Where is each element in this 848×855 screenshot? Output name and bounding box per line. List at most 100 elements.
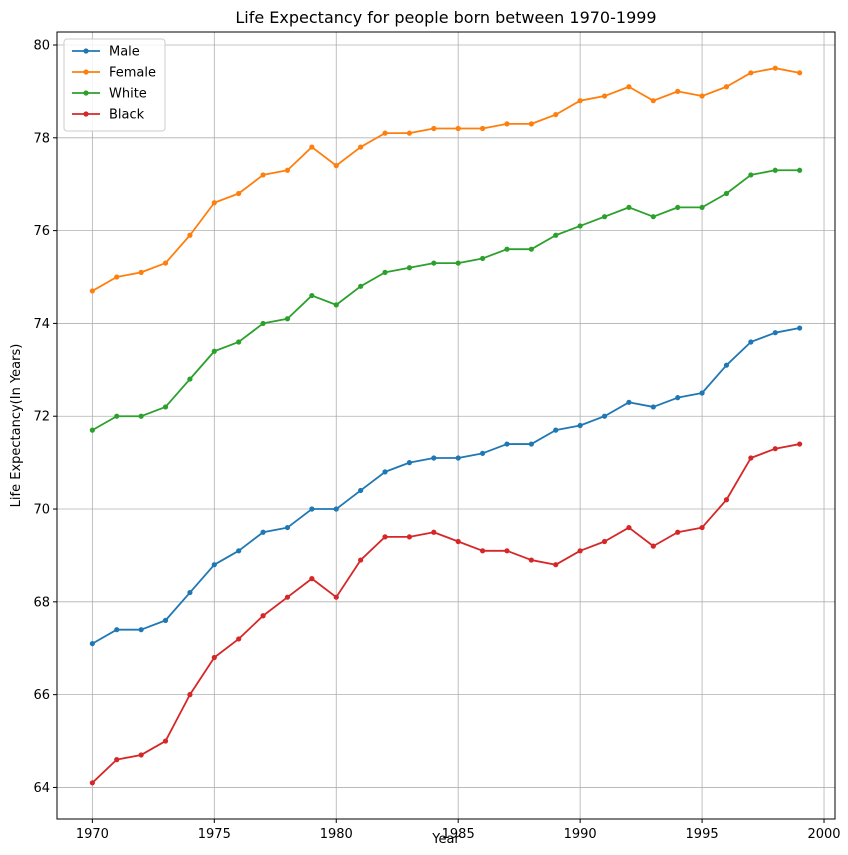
data-point-female	[699, 93, 705, 99]
y-tick-label: 74	[33, 317, 50, 332]
y-tick-label: 72	[33, 410, 50, 425]
data-point-female	[211, 200, 217, 206]
x-tick-label: 1970	[76, 827, 109, 842]
series-male	[89, 325, 803, 647]
data-point-female	[114, 274, 120, 280]
legend: Male Female White Black	[63, 38, 166, 132]
data-point-black	[699, 524, 705, 531]
x-tick-label: 1985	[442, 827, 475, 842]
data-point-male	[431, 455, 437, 461]
data-point-white	[772, 167, 778, 173]
data-point-white	[675, 204, 681, 211]
legend-item-female: Female	[72, 66, 156, 81]
data-point-black	[553, 562, 559, 568]
data-point-white	[577, 223, 583, 229]
legend-item-black: Black	[72, 108, 145, 123]
data-point-female	[626, 84, 632, 90]
data-point-white	[309, 292, 315, 299]
x-axis: 1970 1975 1980 1985 1990 1995 2000	[76, 819, 841, 842]
data-point-white	[431, 260, 437, 266]
data-point-white	[260, 320, 266, 327]
data-point-white	[382, 269, 388, 275]
series-line-male	[91, 327, 800, 645]
data-point-white	[333, 302, 339, 308]
data-point-male	[236, 548, 242, 554]
data-point-male	[772, 330, 778, 336]
data-point-female	[333, 163, 339, 169]
data-point-black	[650, 543, 656, 549]
x-axis-label: Year	[431, 832, 460, 847]
data-point-black	[772, 446, 778, 452]
data-point-black	[358, 557, 364, 563]
data-point-female	[797, 70, 803, 76]
x-tick-label: 1980	[320, 827, 353, 842]
legend-label: White	[109, 87, 147, 102]
data-point-white	[406, 265, 413, 271]
data-point-white	[528, 246, 534, 252]
legend-label: Female	[109, 66, 156, 81]
y-axis: 64 66 68 70 72 74 76 78 80	[33, 38, 57, 796]
y-tick-label: 66	[33, 688, 50, 703]
data-point-white	[626, 204, 632, 211]
data-point-black	[284, 594, 291, 600]
data-point-black	[626, 524, 632, 531]
legend-item-white: White	[72, 87, 147, 102]
legend-item-male: Male	[72, 45, 140, 60]
data-point-male	[211, 562, 217, 568]
data-point-male	[455, 455, 461, 461]
data-point-female	[528, 121, 534, 127]
data-point-white	[455, 260, 461, 266]
data-point-female	[187, 232, 193, 238]
data-point-male	[528, 441, 534, 447]
legend-marker	[83, 111, 89, 117]
legend-label: Male	[109, 45, 140, 60]
chart-title: Life Expectancy for people born between …	[235, 8, 656, 27]
data-point-female	[162, 260, 169, 266]
data-point-black	[431, 529, 437, 535]
data-point-female	[382, 130, 388, 136]
data-point-female	[553, 111, 559, 118]
data-point-male	[382, 469, 388, 475]
y-tick-label: 64	[33, 781, 50, 796]
data-point-male	[626, 399, 632, 405]
data-point-male	[723, 362, 730, 368]
data-point-male	[748, 339, 754, 345]
data-point-male	[260, 529, 266, 535]
data-point-female	[309, 144, 315, 150]
y-tick-label: 76	[33, 224, 50, 239]
data-point-male	[479, 450, 486, 456]
data-point-black	[797, 441, 803, 447]
data-point-female	[601, 93, 608, 99]
x-tick-label: 1990	[564, 827, 597, 842]
data-point-black	[89, 780, 95, 786]
data-point-white	[748, 172, 754, 178]
legend-label: Black	[109, 108, 145, 123]
data-point-female	[723, 84, 730, 90]
data-point-male	[504, 441, 510, 447]
data-point-white	[162, 404, 169, 410]
data-point-black	[504, 548, 510, 554]
series-white	[89, 167, 803, 433]
x-tick-label: 1995	[686, 827, 719, 842]
data-point-male	[187, 589, 193, 596]
series-female	[89, 65, 803, 294]
data-point-black	[577, 548, 583, 554]
data-point-female	[431, 125, 437, 132]
data-point-black	[675, 529, 681, 535]
data-point-male	[358, 487, 364, 494]
data-point-black	[333, 594, 339, 600]
data-point-male	[577, 422, 583, 429]
legend-box	[63, 38, 166, 132]
data-point-black	[138, 752, 144, 758]
data-point-female	[748, 70, 754, 76]
data-point-female	[504, 121, 510, 127]
data-point-male	[138, 627, 144, 633]
data-point-female	[577, 98, 583, 104]
data-point-female	[479, 125, 486, 132]
data-point-white	[114, 413, 120, 419]
data-point-black	[382, 534, 388, 540]
data-point-white	[284, 316, 291, 322]
data-point-female	[772, 65, 778, 71]
